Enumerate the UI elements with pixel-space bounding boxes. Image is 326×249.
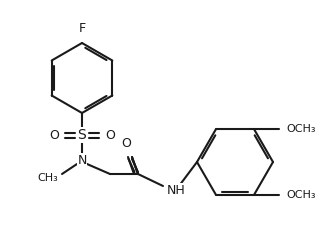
Text: OCH₃: OCH₃ — [286, 124, 316, 134]
Text: F: F — [79, 22, 85, 35]
Text: O: O — [121, 137, 131, 150]
Text: N: N — [77, 153, 87, 167]
Text: S: S — [78, 128, 86, 142]
Text: OCH₃: OCH₃ — [286, 190, 316, 200]
Text: O: O — [49, 128, 59, 141]
Text: CH₃: CH₃ — [37, 173, 58, 183]
Text: NH: NH — [167, 184, 186, 196]
Text: O: O — [105, 128, 115, 141]
